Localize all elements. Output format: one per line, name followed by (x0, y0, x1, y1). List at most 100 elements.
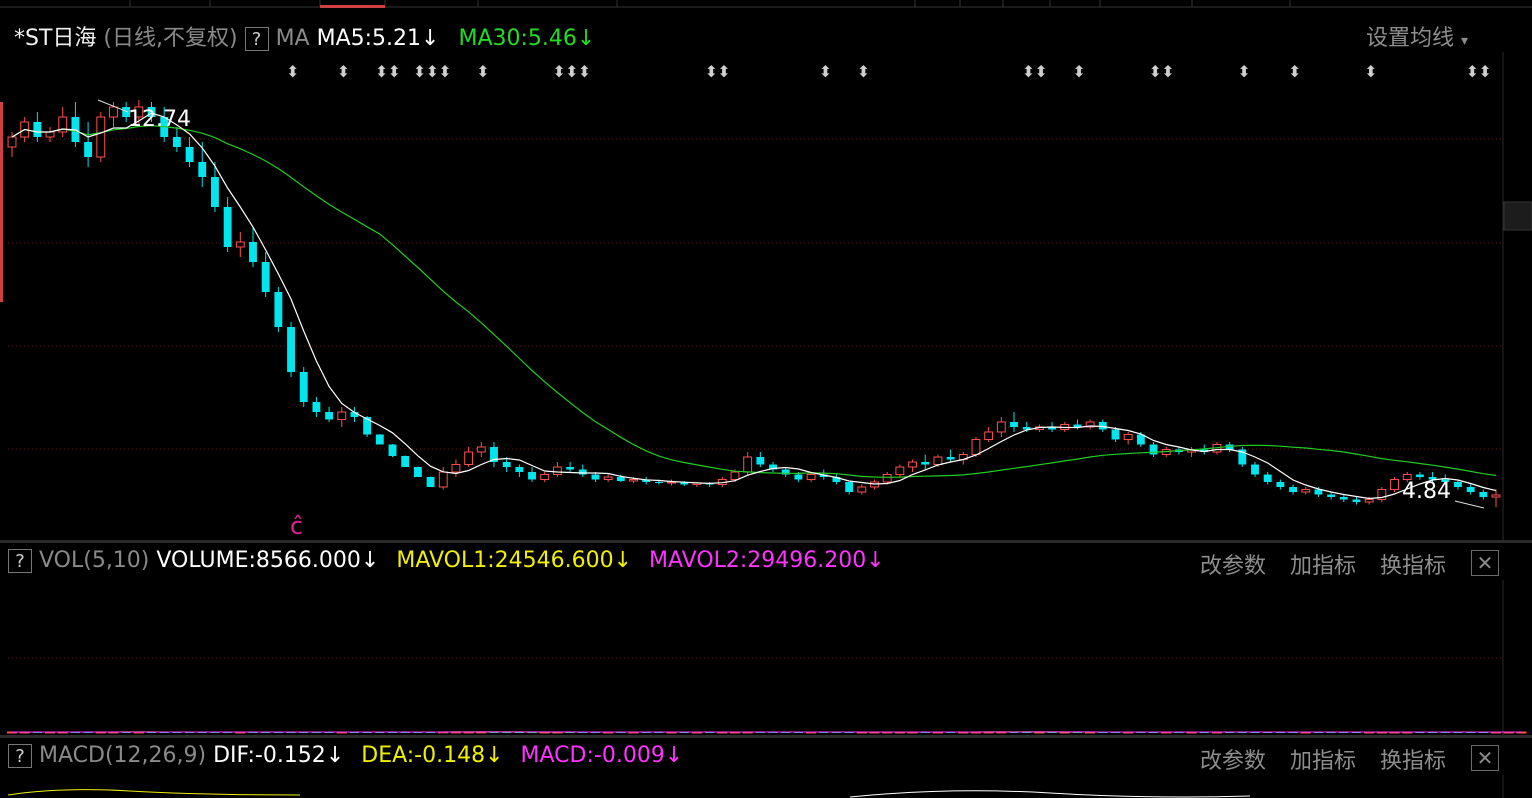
macd-title: MACD(12,26,9) (39, 743, 207, 768)
candle (1454, 479, 1462, 490)
macd-close-icon[interactable]: ✕ (1471, 745, 1499, 771)
event-marker-icon[interactable]: ⬍ (1072, 62, 1085, 81)
macd-arrow-icon: ↓ (664, 743, 684, 768)
event-marker-icon[interactable]: ⬍ (1364, 62, 1377, 81)
candle (274, 287, 283, 332)
event-marker-icon[interactable]: ⬍ (1149, 62, 1162, 81)
candle (845, 482, 854, 495)
candle (45, 127, 55, 142)
candle (261, 252, 270, 297)
candle (464, 447, 474, 467)
candle (299, 367, 308, 407)
event-marker-icon[interactable]: ⬍ (1022, 62, 1035, 81)
ma30-value: MA30:5.46 (458, 26, 577, 51)
candle (1225, 442, 1234, 452)
event-marker-icon[interactable]: ⬍ (705, 62, 718, 81)
event-marker-icon[interactable]: ⬍ (1237, 62, 1250, 81)
event-marker-icon[interactable]: ⬍ (476, 62, 489, 81)
event-marker-icon[interactable]: ⬍ (1288, 62, 1301, 81)
price-header: *ST日海 (日线,不复权) ? MA MA5:5.21↓ MA30:5.46↓ (14, 20, 595, 52)
candle (642, 477, 651, 485)
mavol1-value: MAVOL1:24546.600 (396, 548, 614, 573)
volume-bar (1047, 731, 1057, 733)
event-marker-icon[interactable]: ⬍ (388, 62, 401, 81)
scroll-handle[interactable] (1503, 201, 1532, 231)
macd-add-indicator-button[interactable]: 加指标 (1290, 749, 1357, 774)
vol-close-icon[interactable]: ✕ (1471, 550, 1499, 576)
event-marker-icon[interactable]: ⬍ (1034, 62, 1047, 81)
volume-value: VOLUME:8566.000 (156, 548, 361, 573)
candle (806, 472, 816, 482)
candle (185, 137, 194, 167)
candle (413, 466, 422, 477)
event-marker-icon[interactable]: ⬍ (552, 62, 565, 81)
ma30-line (11, 125, 1497, 478)
candle (223, 197, 232, 252)
candle (451, 459, 461, 477)
candle (895, 464, 905, 477)
left-edge-bar (0, 102, 3, 302)
vol-add-indicator-button[interactable]: 加指标 (1290, 554, 1357, 579)
macd-header: ? MACD(12,26,9) DIF:-0.152↓ DEA:-0.148↓ … (8, 743, 683, 768)
candle (1263, 472, 1272, 485)
event-marker-icon[interactable]: ⬍ (375, 62, 388, 81)
period-label: (日线,不复权) (103, 26, 238, 51)
event-marker-icon[interactable]: ⬍ (717, 62, 730, 81)
candle (1251, 462, 1259, 477)
macd-switch-indicator-button[interactable]: 换指标 (1380, 749, 1447, 774)
event-marker-icon[interactable]: ⬍ (286, 62, 299, 81)
dea-value: DEA:-0.148 (361, 743, 486, 768)
candle (1466, 484, 1475, 495)
candle (552, 462, 562, 477)
vol-change-params-button[interactable]: 改参数 (1200, 554, 1267, 579)
candle (476, 442, 486, 457)
dea-arrow-icon: ↓ (485, 743, 504, 768)
candle (1491, 489, 1501, 507)
candle (312, 397, 321, 417)
volume-bar (514, 731, 524, 733)
candle (350, 407, 359, 422)
macd-help-button[interactable]: ? (8, 744, 32, 768)
event-marker-icon[interactable]: ⬍ (578, 62, 591, 81)
dif-value: DIF:-0.152 (213, 743, 326, 768)
candle (882, 472, 892, 485)
candle (1149, 442, 1158, 457)
candle (603, 474, 613, 482)
event-marker-icon[interactable]: ⬍ (857, 62, 870, 81)
dif-arrow-icon: ↓ (325, 743, 345, 768)
ma-setting-button[interactable]: 设置均线 ▾ (1366, 20, 1468, 52)
candle (1123, 432, 1133, 445)
event-marker-icon[interactable]: ⬍ (1161, 62, 1174, 81)
candle (591, 472, 600, 482)
macd-change-params-button[interactable]: 改参数 (1200, 749, 1267, 774)
event-marker-icon[interactable]: ⬍ (565, 62, 578, 81)
event-marker-icon[interactable]: ⬍ (413, 62, 426, 81)
chevron-down-icon: ▾ (1461, 33, 1469, 49)
candle (401, 455, 410, 467)
top-tab-strip (0, 0, 1532, 8)
event-marker-icon[interactable]: ⬍ (337, 62, 350, 81)
candle (1085, 419, 1095, 430)
event-marker-icon[interactable]: ⬍ (1466, 62, 1479, 81)
help-button[interactable]: ? (244, 27, 269, 51)
candle (566, 462, 575, 472)
vol-help-button[interactable]: ? (8, 549, 32, 573)
candle (1441, 474, 1450, 485)
vol-switch-indicator-button[interactable]: 换指标 (1380, 554, 1447, 579)
mavol2-value: MAVOL2:29496.200 (649, 548, 867, 573)
candle (1289, 484, 1297, 495)
candle (122, 102, 131, 122)
event-marker-icon[interactable]: ⬍ (426, 62, 439, 81)
candle (996, 417, 1006, 437)
event-marker-icon[interactable]: ⬍ (438, 62, 451, 81)
candle (540, 472, 550, 482)
candle (1415, 472, 1424, 480)
event-marker-icon[interactable]: ⬍ (819, 62, 832, 81)
candle (1327, 492, 1336, 500)
ma-setting-label: 设置均线 (1366, 26, 1455, 51)
event-marker-icon[interactable]: ⬍ (1478, 62, 1491, 81)
volume-bar (1022, 731, 1032, 733)
candle (984, 427, 994, 442)
candle (667, 479, 676, 486)
macd-chart (7, 775, 1504, 798)
